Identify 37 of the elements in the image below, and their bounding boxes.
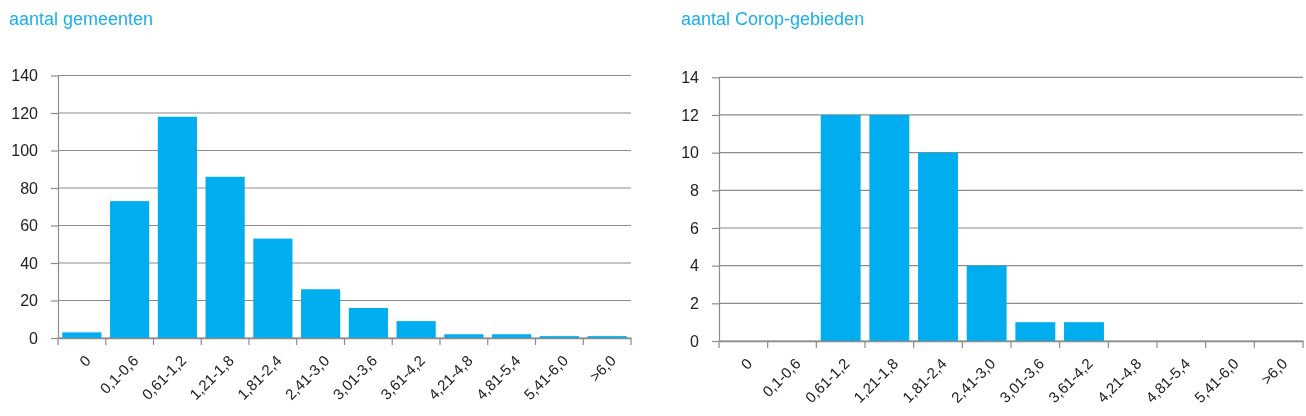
bar [253,238,293,338]
bar [205,176,245,338]
y-tick-label: 12 [681,106,700,124]
y-tick-label: 10 [681,144,700,162]
y-tick-label: 60 [20,217,39,235]
bar [157,116,197,338]
y-tick-label: 8 [690,181,700,199]
bar [396,321,436,338]
bar [444,334,484,338]
y-tick-label: 120 [11,104,39,122]
y-tick-label: 4 [690,257,700,275]
x-tick-label: 0 [737,354,756,373]
y-tick-label: 0 [690,332,700,350]
bar [492,334,532,338]
y-tick-label: 40 [20,254,39,272]
bar [301,289,341,338]
y-tick-label: 20 [20,292,39,310]
bar [869,114,910,341]
y-tick-label: 140 [11,67,39,85]
bar [348,308,388,338]
y-tick-label: 2 [690,294,700,312]
x-tick-label: 0 [75,351,94,370]
bar [820,114,861,341]
x-tick-label: >6,0 [1257,354,1291,388]
chart-title: aantal gemeenten [9,9,154,29]
y-tick-label: 100 [11,142,39,160]
bar [1015,322,1056,341]
bar [110,201,150,338]
bar [918,152,958,341]
y-tick-label: 6 [690,219,700,237]
chart-title: aantal Corop-gebieden [681,9,865,29]
y-tick-label: 80 [20,179,39,197]
bar [966,265,1007,341]
y-tick-label: 14 [681,68,700,86]
bar [1064,322,1104,341]
bar [62,332,102,338]
y-tick-label: 0 [29,329,39,347]
